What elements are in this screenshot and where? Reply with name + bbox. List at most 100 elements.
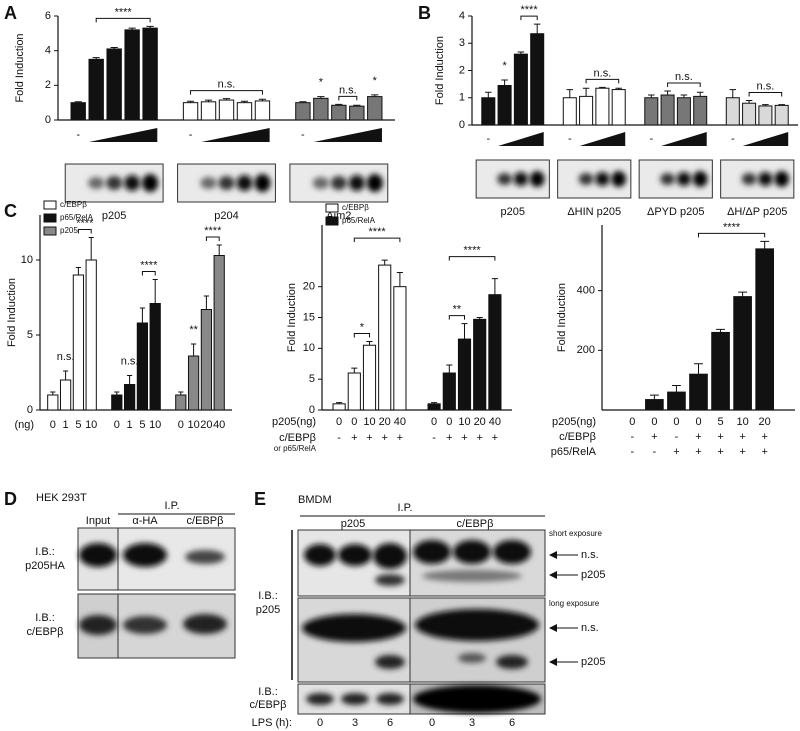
annotation: n.s. — [594, 67, 612, 79]
bar — [427, 403, 441, 411]
y-tick-label: 5 — [27, 329, 33, 341]
row-label: c/EBPβ — [279, 432, 316, 444]
significance-bracket — [448, 256, 496, 261]
row-label: p205(ng) — [552, 416, 596, 428]
y-tick-label: 0 — [27, 404, 33, 416]
error-bar — [371, 94, 379, 97]
bar — [200, 309, 213, 411]
error-bar — [760, 240, 770, 249]
blot-image — [557, 159, 632, 199]
bar — [393, 286, 407, 411]
annotation: **** — [520, 4, 538, 16]
row-value: - — [337, 432, 341, 444]
error-bar — [694, 363, 703, 375]
error-bar — [381, 259, 388, 266]
y-axis-label: Fold Induction — [434, 36, 446, 105]
row-value: 0 — [336, 416, 342, 428]
bar — [313, 97, 329, 121]
bar — [362, 344, 377, 411]
bar — [182, 102, 199, 121]
exposure-label: long exposure — [549, 599, 600, 608]
annotation: * — [319, 77, 324, 89]
y-tick-label: 2 — [45, 79, 51, 91]
annotation: **** — [76, 217, 94, 229]
dose-triangle — [201, 128, 270, 142]
error-bar — [649, 394, 659, 400]
blot-band — [88, 177, 105, 189]
ip-label: I.P. — [164, 500, 179, 512]
error-bar — [152, 279, 158, 304]
row-value: 0 — [651, 416, 657, 428]
dose-triangle — [742, 132, 789, 146]
annotation: * — [373, 75, 378, 87]
y-tick-label: 200 — [577, 344, 595, 356]
blot-band — [124, 175, 141, 191]
error-bar — [461, 323, 468, 340]
bar — [711, 331, 730, 411]
significance-bracket — [667, 82, 701, 87]
x-tick-label: - — [189, 129, 193, 141]
y-tick-label: 400 — [577, 285, 595, 297]
blot-label: ΔPYD p205 — [647, 206, 705, 218]
error-bar — [191, 343, 197, 356]
row-value: 40 — [489, 416, 501, 428]
annotation: **** — [204, 225, 222, 237]
annotation: n.s. — [57, 351, 75, 363]
row-value: 10 — [458, 416, 470, 428]
bar — [457, 338, 472, 411]
dose-triangle — [313, 128, 382, 142]
row-value: 10 — [149, 419, 161, 431]
row-label: p65/RelA — [551, 446, 597, 458]
time: 0 — [317, 717, 323, 729]
legend-label: c/EBPβ — [60, 200, 87, 209]
panel-letter: D — [4, 489, 17, 509]
blot-band — [595, 172, 610, 186]
row-value: 10 — [736, 416, 748, 428]
row-value: - — [630, 446, 634, 458]
bar — [742, 102, 757, 126]
row-label: c/EBPβ — [559, 431, 596, 443]
bar — [124, 29, 140, 121]
legend-label: p65/RelA — [342, 216, 376, 225]
bar — [497, 84, 512, 126]
dose-triangle — [89, 128, 158, 142]
error-bar — [50, 391, 56, 395]
blot-band — [254, 174, 271, 192]
significance-bracket — [353, 333, 370, 338]
y-axis-label: Fold Induction — [556, 283, 568, 352]
error-bar — [517, 51, 525, 55]
error-bar — [63, 370, 69, 380]
bar — [481, 97, 496, 126]
time: 3 — [469, 717, 475, 729]
ib-target: c/EBPβ — [27, 626, 64, 638]
blot-label: p204 — [214, 210, 238, 222]
band-label: p205 — [581, 569, 605, 581]
bar — [725, 97, 740, 126]
row-value: + — [492, 432, 498, 444]
error-bar — [476, 317, 483, 320]
bar — [175, 394, 187, 411]
bar — [689, 373, 708, 411]
row-value: + — [397, 432, 403, 444]
y-tick-label: 2 — [459, 64, 465, 76]
blot-band — [611, 171, 627, 187]
row-value: + — [366, 432, 372, 444]
time: 6 — [387, 717, 393, 729]
bar — [473, 318, 487, 411]
ib-target: p205HA — [25, 560, 65, 572]
blot-band — [529, 171, 545, 187]
error-bar — [139, 307, 145, 323]
error-bar — [353, 104, 361, 107]
ib-target: c/EBPβ — [250, 699, 287, 711]
error-bar — [485, 91, 492, 98]
error-bar — [696, 91, 704, 97]
y-axis-label: Fold Induction — [6, 278, 18, 347]
blot-label: ΔHIN p205 — [567, 206, 621, 218]
ib-label: I.B.: — [35, 546, 55, 558]
row-value: + — [673, 446, 679, 458]
annotation: **** — [723, 221, 741, 233]
blot-image — [77, 527, 236, 659]
significance-bracket — [585, 78, 620, 84]
annotation: n.s. — [339, 84, 357, 96]
error-bar — [146, 25, 154, 29]
